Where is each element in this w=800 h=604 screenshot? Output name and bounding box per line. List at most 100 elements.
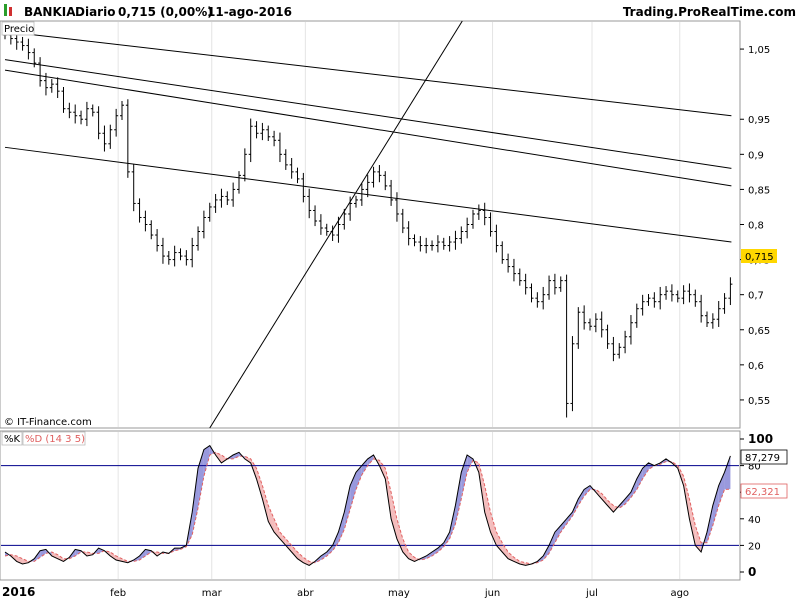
stoch-fill-segment	[402, 538, 409, 559]
ohlc-bar	[494, 224, 499, 253]
stoch-y-tick-label-0: 100	[748, 432, 773, 446]
ohlc-bar	[564, 274, 569, 418]
ohlc-bar	[453, 230, 458, 250]
ohlc-bar	[231, 182, 236, 207]
x-tick-label-0: 2016	[2, 585, 35, 599]
stoch-fill-segment	[689, 498, 696, 546]
stoch-fill-segment	[145, 549, 152, 557]
ohlc-bar	[155, 229, 160, 252]
ohlc-bar	[646, 293, 651, 306]
ohlc-bar	[102, 125, 107, 152]
stoch-fill-segment	[268, 505, 275, 533]
stoch-levels	[1, 465, 739, 546]
ohlc-bar	[710, 313, 715, 329]
ohlc-bar	[225, 191, 230, 206]
ohlc-bar	[705, 311, 709, 327]
price-y-tick-label-4: 0,8	[748, 221, 764, 232]
stoch-fill-segment	[584, 485, 590, 497]
trendline-0	[4, 31, 732, 117]
stoch-fill-segment	[566, 512, 573, 525]
stoch-fill-segment	[607, 500, 614, 513]
ohlc-bar	[67, 102, 72, 119]
stoch-fill-segment	[326, 545, 333, 557]
stoch-fill-segment	[636, 468, 643, 490]
stoch-fill-segment	[543, 545, 550, 561]
ohlc-bar	[219, 188, 224, 208]
price-change: 0,715 (0,00%)	[118, 5, 213, 19]
ohlc-bar	[178, 248, 183, 261]
ohlc-bar	[377, 165, 382, 183]
ohlc-bar	[541, 286, 546, 310]
stoch-fill-segment	[256, 468, 263, 499]
stoch-fill-segment	[502, 542, 509, 559]
ohlc-bar	[547, 275, 552, 300]
ohlc-bar	[418, 236, 423, 252]
stoch-fill-segment	[367, 454, 374, 466]
k-label-box	[1, 431, 23, 446]
header: BANKIA Diario 0,715 (0,00%) 11-ago-2016 …	[4, 4, 796, 19]
stoch-fill-segment	[513, 557, 520, 565]
ohlc-bar	[459, 226, 464, 244]
k-label: %K	[4, 434, 21, 445]
stoch-fill-segment	[57, 554, 64, 562]
stoch-fill-segment	[192, 468, 199, 535]
trendline-1	[4, 59, 732, 169]
ohlc-bar	[32, 48, 37, 68]
ohlc-bar	[149, 220, 154, 240]
ohlc-bar	[43, 72, 48, 96]
ohlc-bar	[599, 311, 604, 338]
ohlc-bar	[96, 106, 101, 140]
x-tick-label-5: jun	[484, 588, 500, 599]
ohlc-bar	[658, 286, 663, 310]
ohlc-bar	[38, 57, 43, 87]
ohlc-bar	[272, 130, 277, 147]
price-y-tick-label-2: 0,9	[748, 150, 764, 161]
ohlc-bar	[348, 196, 353, 221]
stoch-fill-segment	[391, 492, 397, 539]
ohlc-bar	[728, 277, 733, 306]
ohlc-bar	[359, 183, 364, 206]
ohlc-bar	[634, 303, 639, 328]
ohlc-bar	[517, 268, 522, 286]
x-tick-label-7: ago	[670, 588, 689, 599]
period: Diario	[75, 5, 115, 19]
price-y-tick-label-7: 0,65	[748, 326, 770, 337]
ohlc-bar	[506, 253, 511, 273]
trendline-4	[209, 20, 463, 429]
price-y-tick-label-6: 0,7	[748, 291, 764, 302]
ohlc-bar	[313, 205, 318, 227]
stoch-fill-segment	[578, 489, 585, 506]
d-value-label: 62,321	[745, 487, 780, 498]
stoch-fill-segment	[554, 525, 561, 543]
d-value-badge	[740, 483, 788, 499]
price-panel: 1,050,950,90,850,80,750,70,650,60,55 Pre…	[0, 20, 777, 429]
price-panel-frame	[0, 20, 741, 429]
ohlc-bar	[623, 330, 628, 354]
ohlc-bar	[289, 158, 294, 179]
ohlc-bar	[114, 108, 119, 137]
d-label: %D (14 3 5)	[25, 434, 85, 445]
ohlc-bar	[529, 283, 534, 303]
stoch-y-tick-label-4: 20	[748, 541, 761, 552]
ohlc-bar	[20, 36, 25, 51]
price-tag-box	[1, 21, 35, 36]
ohlc-bar	[172, 245, 177, 267]
series-d-line	[4, 451, 731, 565]
ohlc-bar	[582, 305, 587, 330]
stoch-fill-segment	[396, 518, 403, 553]
ohlc-bar	[260, 122, 265, 141]
x-tick-label-4: may	[388, 588, 410, 599]
stoch-fill-segment	[648, 462, 655, 470]
last-price-badge	[741, 249, 777, 263]
ohlc-bar	[207, 202, 212, 222]
ohlc-bar	[675, 290, 680, 303]
stoch-fill-segment	[122, 558, 128, 563]
ohlc-bar	[465, 217, 470, 239]
ohlc-bar	[254, 121, 259, 139]
ohlc-bar	[61, 86, 66, 113]
ohlc-bar	[365, 174, 370, 198]
stoch-fill-segment	[262, 485, 269, 522]
ohlc-bar	[441, 237, 446, 250]
